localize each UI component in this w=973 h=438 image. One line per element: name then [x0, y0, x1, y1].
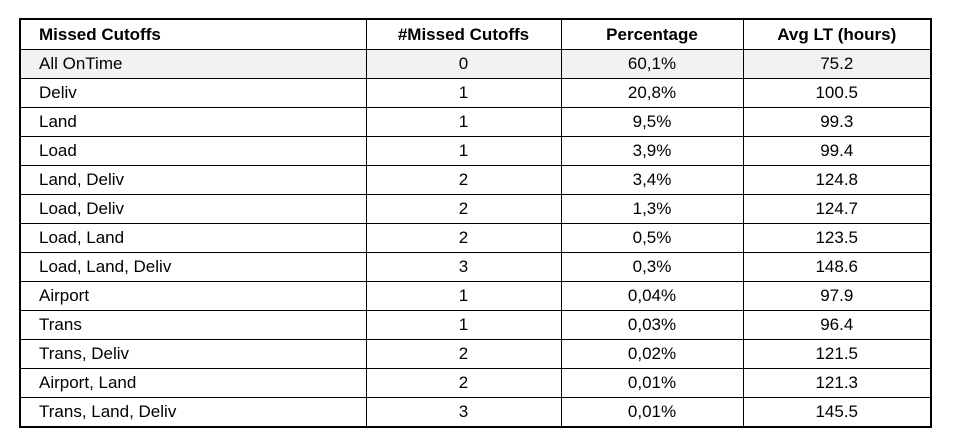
table-cell: 0,01%: [560, 397, 744, 428]
table-cell: 0,03%: [560, 310, 744, 340]
table-row: All OnTime 0 60,1% 75.2: [19, 49, 932, 79]
table-cell: 3,9%: [560, 136, 744, 166]
table-cell: 0,5%: [560, 223, 744, 253]
table-cell: 1: [365, 136, 562, 166]
table-cell: Load, Land: [19, 223, 367, 253]
table-row: Trans, Deliv 2 0,02% 121.5: [19, 339, 932, 369]
table-wrapper: Missed Cutoffs #Missed Cutoffs Percentage A…: [19, 18, 932, 428]
table-cell: 3,4%: [560, 165, 744, 195]
table-cell: 0,3%: [560, 252, 744, 282]
table-cell: 96.4: [742, 310, 932, 340]
table-cell: 1: [365, 281, 562, 311]
table-cell: 99.4: [742, 136, 932, 166]
table-cell: 148.6: [742, 252, 932, 282]
header-cell: Percentage: [560, 18, 744, 50]
table-cell: 124.8: [742, 165, 932, 195]
table-cell: 2: [365, 223, 562, 253]
table-cell: 99.3: [742, 107, 932, 137]
table-cell: Load: [19, 136, 367, 166]
table-row: Load, Land 2 0,5% 123.5: [19, 223, 932, 253]
table-cell: 0: [365, 49, 562, 79]
table-row: Airport 1 0,04% 97.9: [19, 281, 932, 311]
data-table: Missed Cutoffs #Missed Cutoffs Percentage A…: [19, 18, 932, 428]
table-row: Land 1 9,5% 99.3: [19, 107, 932, 137]
table-cell: Airport: [19, 281, 367, 311]
table-cell: 100.5: [742, 78, 932, 108]
table-cell: Deliv: [19, 78, 367, 108]
header-cell: #Missed Cutoffs: [365, 18, 562, 50]
table-cell: Trans: [19, 310, 367, 340]
table-cell: 75.2: [742, 49, 932, 79]
table-cell: 1: [365, 78, 562, 108]
table-cell: 9,5%: [560, 107, 744, 137]
table-cell: 121.3: [742, 368, 932, 398]
table-cell: 2: [365, 368, 562, 398]
table-cell: 124.7: [742, 194, 932, 224]
table-cell: Load, Deliv: [19, 194, 367, 224]
table-cell: 145.5: [742, 397, 932, 428]
table-row: Load, Deliv 2 1,3% 124.7: [19, 194, 932, 224]
table-cell: Airport, Land: [19, 368, 367, 398]
table-cell: 1: [365, 310, 562, 340]
table-cell: 2: [365, 194, 562, 224]
table-cell: 1: [365, 107, 562, 137]
table-cell: 123.5: [742, 223, 932, 253]
table-body: All OnTime 0 60,1% 75.2 Deliv 1 20,8% 100.5 Land…: [19, 49, 932, 428]
table-row: Airport, Land 2 0,01% 121.3: [19, 368, 932, 398]
table-cell: 97.9: [742, 281, 932, 311]
table-cell: 60,1%: [560, 49, 744, 79]
header-cell: Avg LT (hours): [742, 18, 932, 50]
table-cell: 2: [365, 165, 562, 195]
header-row: Missed Cutoffs #Missed Cutoffs Percentage A…: [19, 18, 932, 50]
table-cell: Trans, Land, Deliv: [19, 397, 367, 428]
table-cell: Load, Land, Deliv: [19, 252, 367, 282]
table-cell: 0,04%: [560, 281, 744, 311]
table-row: Trans 1 0,03% 96.4: [19, 310, 932, 340]
table-cell: 0,01%: [560, 368, 744, 398]
table-cell: Land: [19, 107, 367, 137]
table-cell: 1,3%: [560, 194, 744, 224]
table-row: Trans, Land, Deliv 3 0,01% 145.5: [19, 397, 932, 428]
table-cell: 121.5: [742, 339, 932, 369]
table-cell: Trans, Deliv: [19, 339, 367, 369]
table-cell: All OnTime: [19, 49, 367, 79]
table-row: Load, Land, Deliv 3 0,3% 148.6: [19, 252, 932, 282]
table-cell: Land, Deliv: [19, 165, 367, 195]
table-row: Land, Deliv 2 3,4% 124.8: [19, 165, 932, 195]
table-cell: 3: [365, 397, 562, 428]
table-cell: 20,8%: [560, 78, 744, 108]
table-row: Deliv 1 20,8% 100.5: [19, 78, 932, 108]
table-cell: 3: [365, 252, 562, 282]
header-cell: Missed Cutoffs: [19, 18, 367, 50]
table-cell: 0,02%: [560, 339, 744, 369]
table-cell: 2: [365, 339, 562, 369]
table-row: Load 1 3,9% 99.4: [19, 136, 932, 166]
